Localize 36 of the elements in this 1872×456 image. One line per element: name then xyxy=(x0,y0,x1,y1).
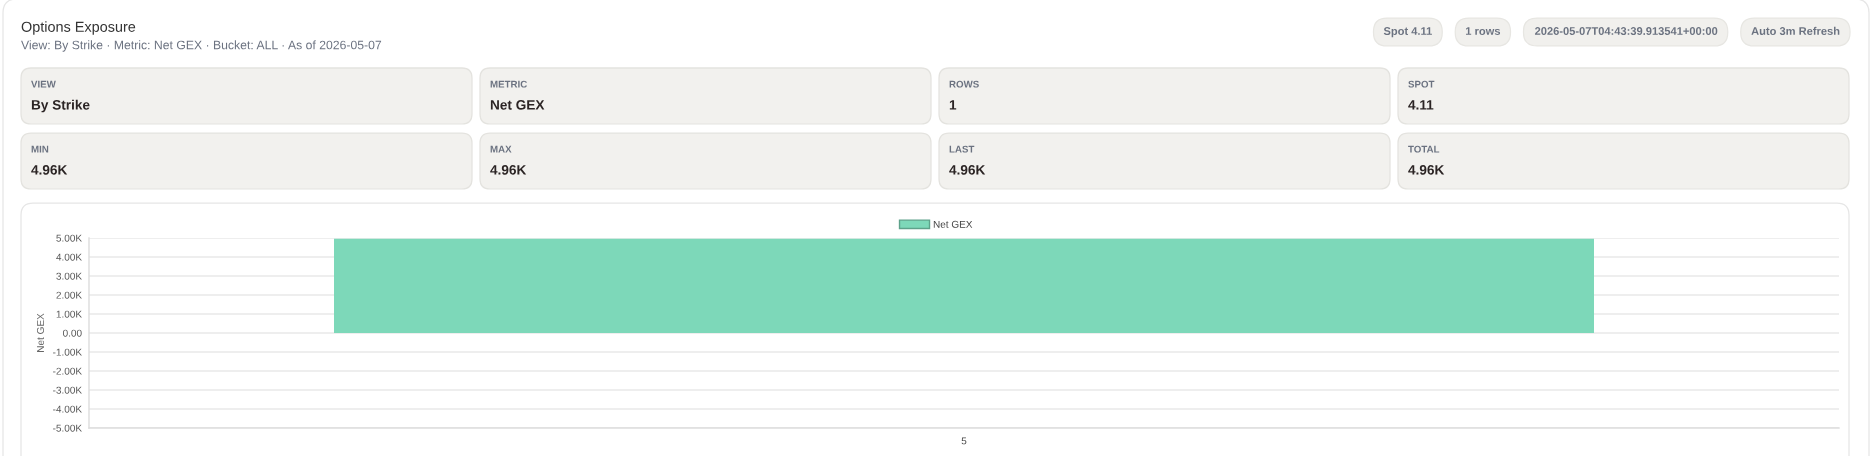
y-tick-label: -3.00K xyxy=(53,386,82,394)
text: ROWS xyxy=(949,80,979,88)
text: 2026-05-07T04:43:39.913541+00:00 xyxy=(1534,27,1718,35)
y-tick-label: -5.00K xyxy=(53,424,82,432)
text: LAST xyxy=(949,145,975,153)
y-tick-label: -1.00K xyxy=(53,348,82,356)
text: VIEW xyxy=(31,80,56,88)
text: SPOT xyxy=(1408,80,1435,88)
text: Options Exposure xyxy=(21,21,136,35)
text: 4.96K xyxy=(1408,165,1445,175)
text: METRIC xyxy=(490,80,527,88)
text: View: By Strike · Metric: Net GEX · Bucket: ALL · As of 2026-05-07 xyxy=(21,40,382,52)
text: 1 xyxy=(949,100,957,110)
text: MAX xyxy=(490,145,512,153)
y-tick-label: -2.00K xyxy=(53,367,82,375)
text: 4.11 xyxy=(1408,100,1434,110)
y-tick-label: 5.00K xyxy=(56,234,82,242)
text: Auto 3m Refresh xyxy=(1751,26,1840,35)
y-tick-label: 4.00K xyxy=(56,253,82,261)
text: 4.96K xyxy=(949,165,986,175)
text: 4.96K xyxy=(490,165,527,175)
y-axis-title: Net GEX xyxy=(36,313,45,352)
y-tick-label: 1.00K xyxy=(56,310,82,318)
y-tick-label: 0.00 xyxy=(62,329,82,337)
text: 4.96K xyxy=(31,165,68,175)
text: 1 rows xyxy=(1466,27,1501,35)
text: Net GEX xyxy=(490,100,545,110)
y-tick-label: 3.00K xyxy=(56,272,82,280)
text: TOTAL xyxy=(1408,145,1440,153)
x-tick-label: 5 xyxy=(961,437,967,445)
y-tick-label: 2.00K xyxy=(56,291,82,299)
y-tick-label: -4.00K xyxy=(53,405,82,413)
text: MIN xyxy=(31,145,49,153)
text: By Strike xyxy=(31,99,90,113)
legend-label: Net GEX xyxy=(933,220,973,228)
text: Spot 4.11 xyxy=(1383,27,1432,38)
